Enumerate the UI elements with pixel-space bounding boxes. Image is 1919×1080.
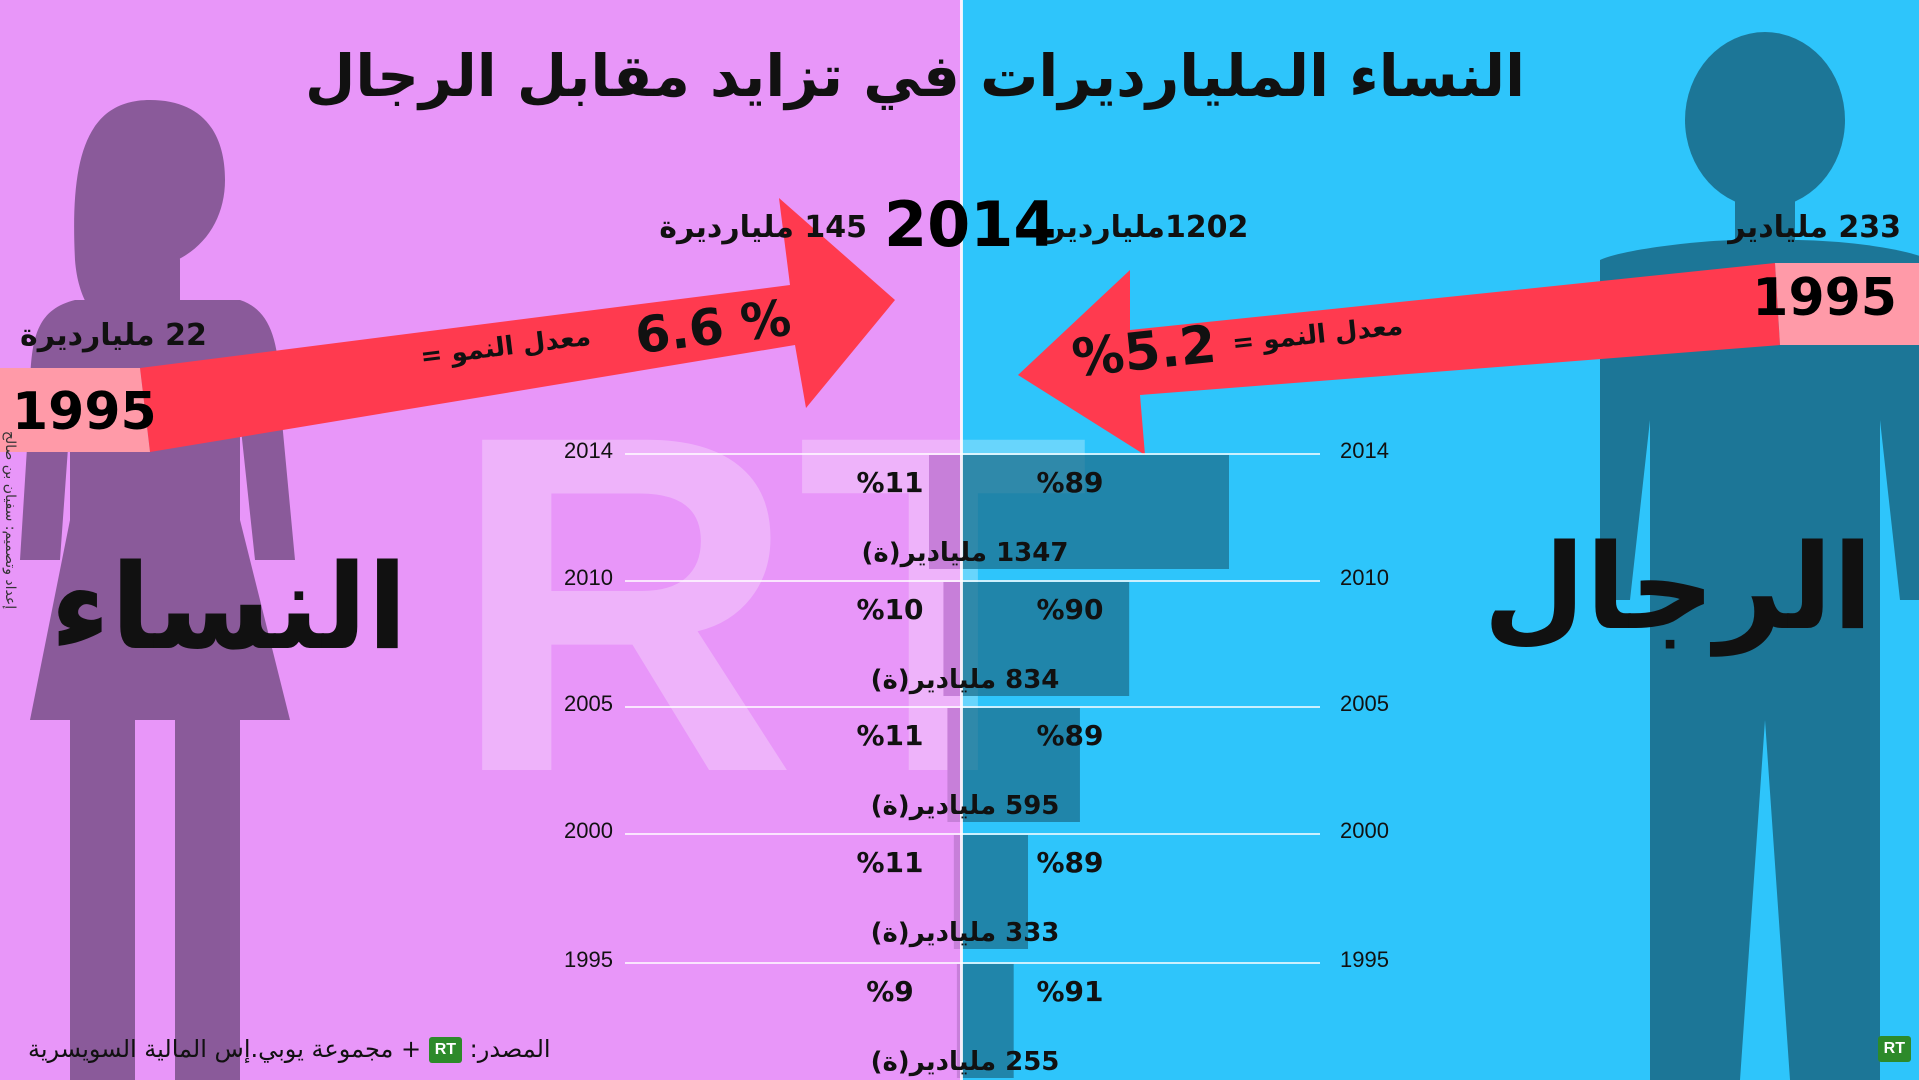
header-year-2014: 2014 — [884, 188, 1057, 261]
rt-logo-badge: RT — [428, 1037, 463, 1063]
men-label: الرجال — [1483, 518, 1873, 656]
women-bar — [947, 708, 962, 822]
men-2014-count: 1202ملياردير — [1048, 210, 1249, 245]
center-divider — [960, 0, 963, 1080]
women-percent-label: %10 — [856, 593, 924, 626]
men-year-1995: 1995 — [1752, 268, 1897, 328]
women-1995-count: 22 مليارديرة — [20, 318, 207, 353]
year-tick-right: 2000 — [1340, 818, 1389, 843]
total-billionaires-label: 1347 مليادير(ة) — [861, 538, 1069, 568]
men-growth-arrow — [1018, 263, 1919, 455]
women-growth-arrow — [0, 198, 895, 452]
women-label: النساء — [50, 538, 408, 676]
men-bar — [962, 964, 1014, 1078]
women-bar — [956, 964, 962, 1078]
men-bar — [962, 582, 1130, 696]
year-tick-right: 2005 — [1340, 691, 1389, 716]
women-percent-label: %11 — [856, 466, 924, 499]
year-tick-right: 1995 — [1340, 947, 1389, 972]
year-tick-left: 2010 — [564, 565, 613, 590]
women-bar — [943, 582, 962, 696]
men-1995-count: 233 مليادير — [1728, 210, 1901, 245]
men-percent-label: %91 — [1036, 975, 1104, 1008]
men-bar — [962, 455, 1229, 569]
men-percent-label: %89 — [1036, 466, 1104, 499]
source-label: المصدر: — [469, 1035, 551, 1063]
men-percent-label: %89 — [1036, 719, 1104, 752]
total-billionaires-label: 255 مليادير(ة) — [870, 1047, 1060, 1077]
credit-text: إعداد وتصميم: سفيان بن صالح — [2, 430, 18, 610]
rt-corner-logo: RT — [1877, 1036, 1911, 1062]
source-line: المصدر: RT + مجموعة يوبي.إس المالية السو… — [28, 1035, 551, 1063]
chart-bars — [929, 455, 1229, 1078]
women-2014-count: 145 مليارديرة — [659, 210, 867, 245]
year-tick-right: 2010 — [1340, 565, 1389, 590]
men-percent-label: %89 — [1036, 846, 1104, 879]
total-billionaires-label: 834 مليادير(ة) — [870, 665, 1060, 695]
women-bar — [929, 455, 962, 569]
year-tick-left: 2000 — [564, 818, 613, 843]
page-title: النساء المليارديرات في تزايد مقابل الرجا… — [305, 42, 1525, 110]
women-year-1995: 1995 — [12, 382, 157, 442]
man-silhouette-icon — [1600, 32, 1919, 1080]
chart-gridlines — [625, 453, 1320, 964]
women-percent-label: %11 — [856, 846, 924, 879]
women-bar — [953, 835, 962, 949]
year-tick-left: 2014 — [564, 438, 613, 463]
total-billionaires-label: 333 مليادير(ة) — [870, 918, 1060, 948]
year-tick-left: 1995 — [564, 947, 613, 972]
women-percent-label: %9 — [866, 975, 914, 1008]
men-bar — [962, 835, 1029, 949]
source-text: + مجموعة يوبي.إس المالية السويسرية — [28, 1035, 422, 1063]
total-billionaires-label: 595 مليادير(ة) — [870, 791, 1060, 821]
year-tick-right: 2014 — [1340, 438, 1389, 463]
year-tick-left: 2005 — [564, 691, 613, 716]
women-percent-label: %11 — [856, 719, 924, 752]
men-percent-label: %90 — [1036, 593, 1104, 626]
men-bar — [962, 708, 1080, 822]
